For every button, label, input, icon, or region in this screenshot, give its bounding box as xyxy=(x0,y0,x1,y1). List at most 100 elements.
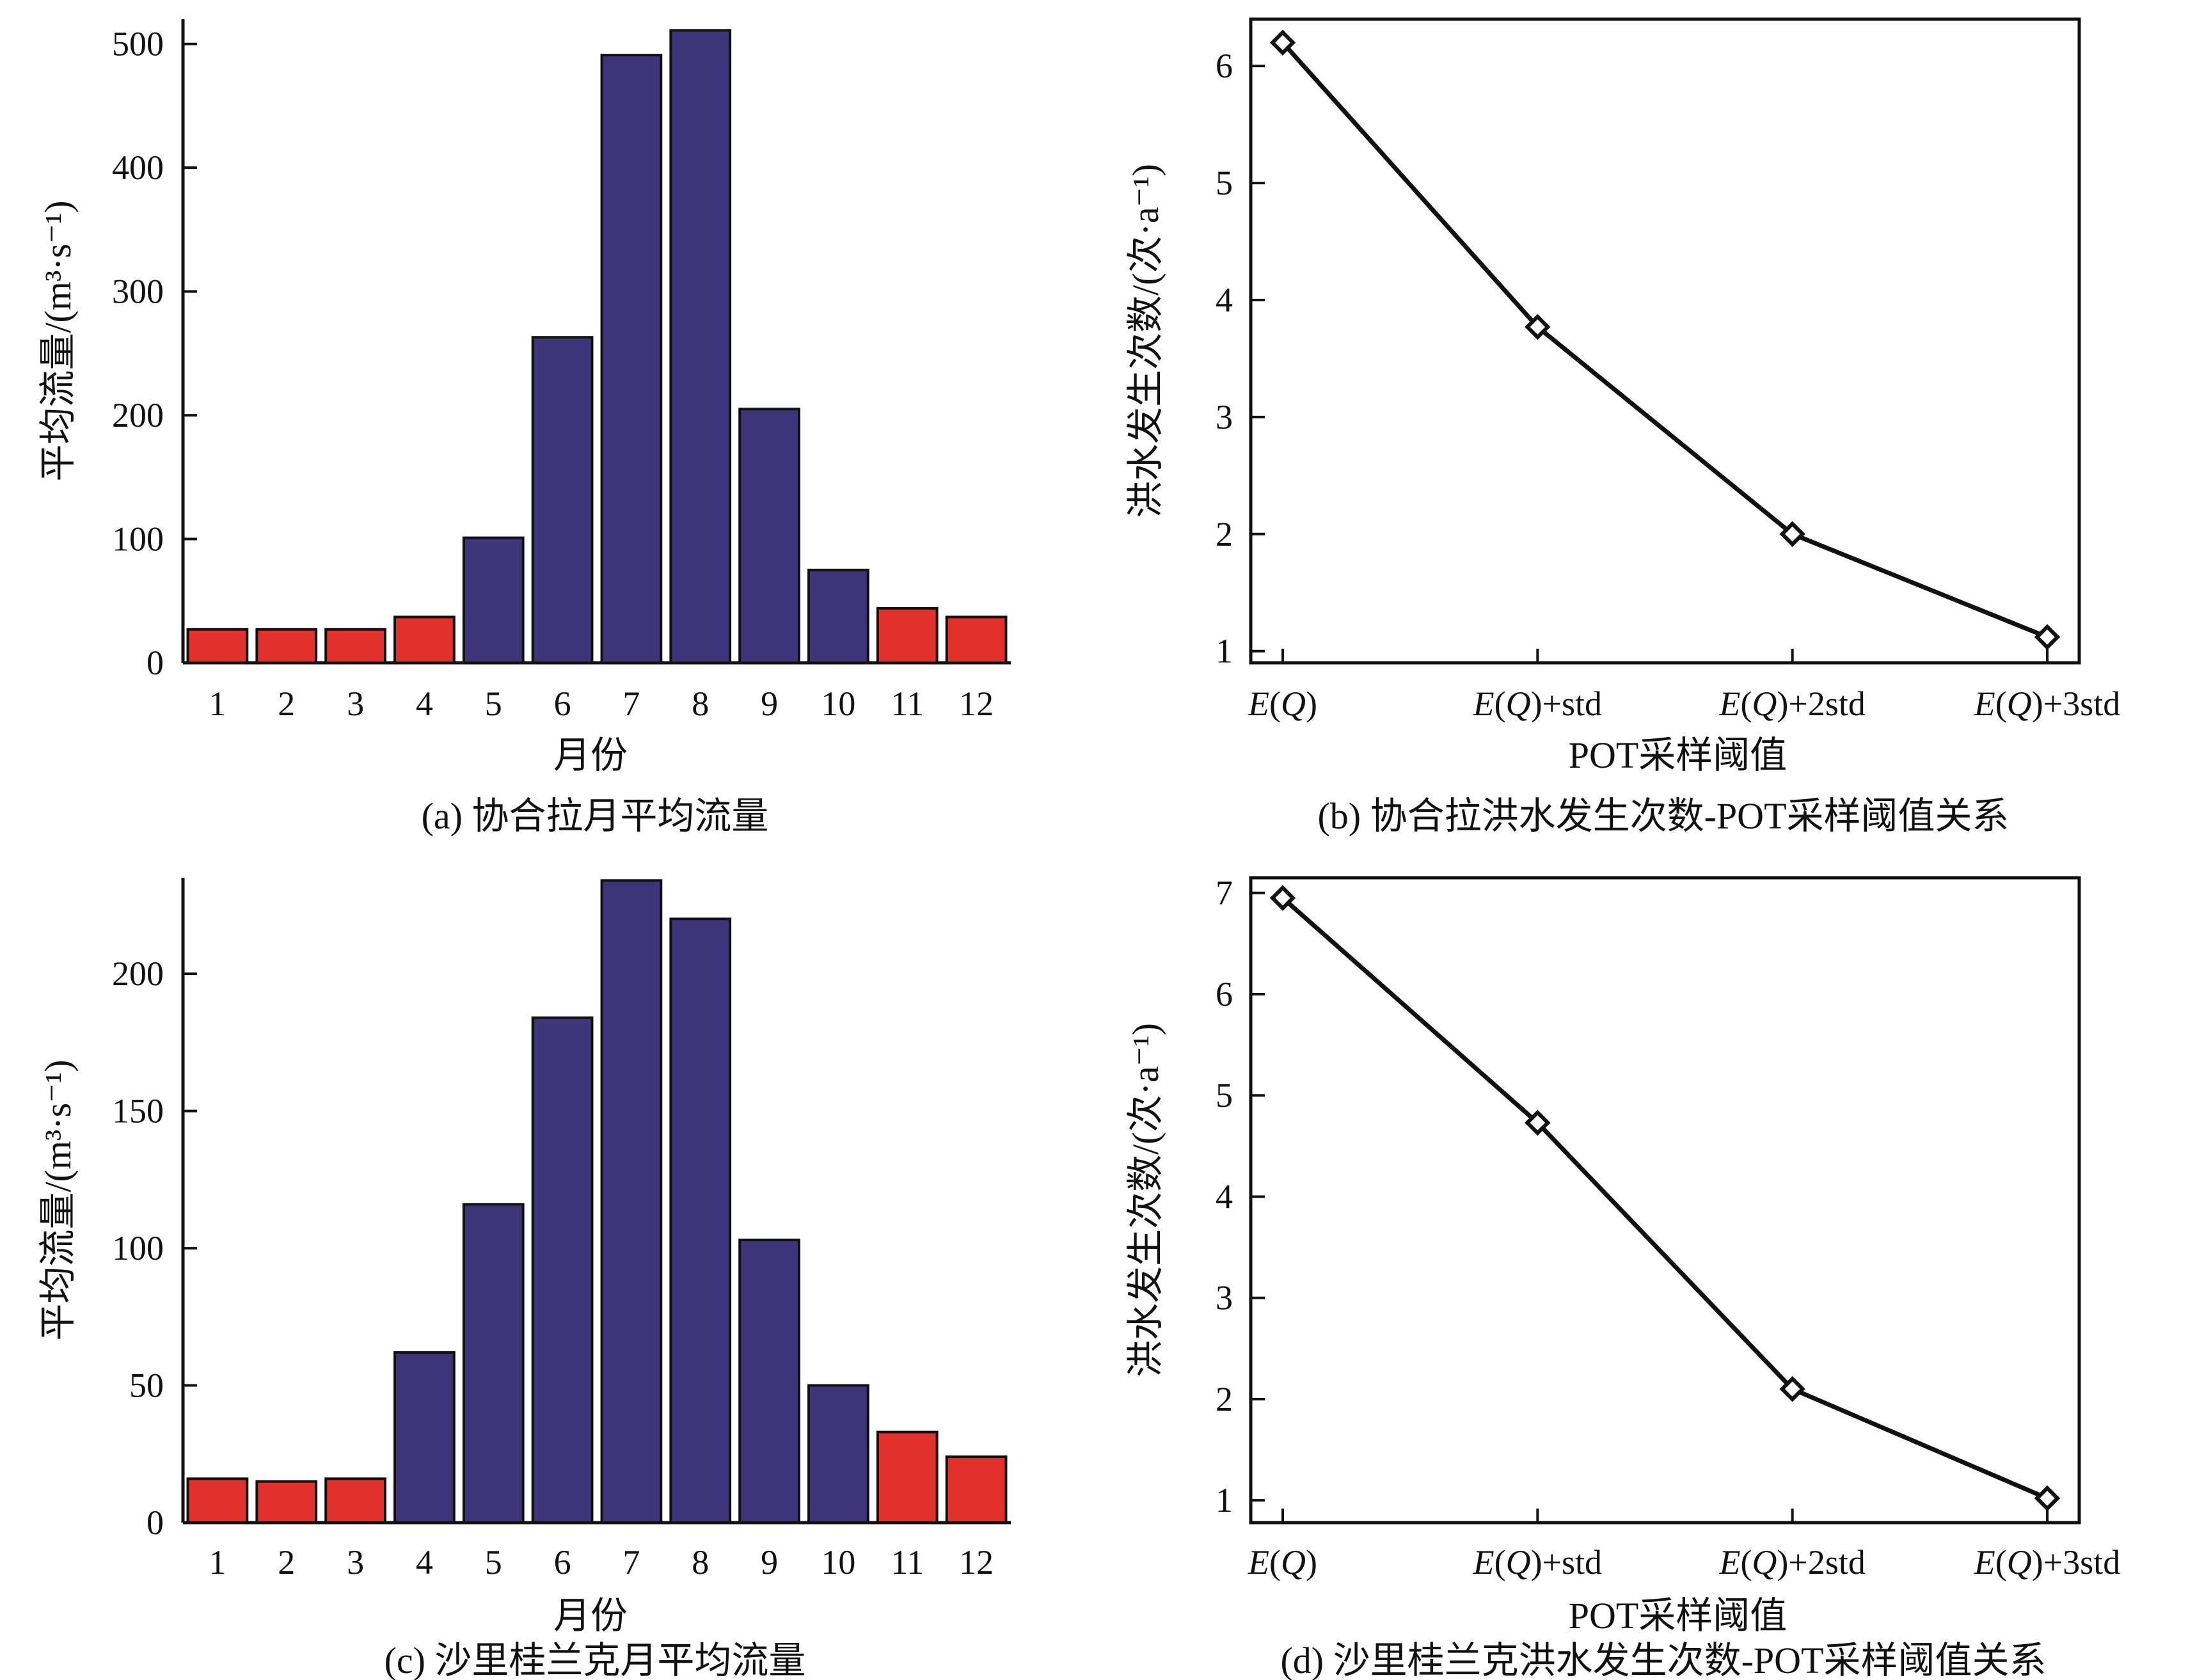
y-tick-label: 2 xyxy=(1216,515,1233,553)
panel-b-flood-count-xiehela: 1 2 3 4 5 6 E(Q) E(Q)+std E(Q)+2std E(Q)+3std POT采… xyxy=(1125,17,2120,837)
y-axis-title: 平均流量/(m³·s⁻¹) xyxy=(37,1059,79,1340)
y-tick-label: 4 xyxy=(1216,281,1233,319)
panel-caption: (a) 协合拉月平均流量 xyxy=(422,795,769,837)
bar-month-11 xyxy=(876,1430,939,1525)
x-axis-title: POT采样阈值 xyxy=(1569,1595,1788,1636)
bar-month-6 xyxy=(531,336,594,664)
x-tick-label: E(Q)+std xyxy=(1473,685,1602,723)
bar-month-9 xyxy=(738,408,800,665)
data-point-marker xyxy=(1779,521,1805,548)
x-tick-label: E(Q) xyxy=(1248,685,1317,723)
x-tick-label: 6 xyxy=(554,685,571,723)
y-tick-label: 0 xyxy=(147,644,164,682)
x-axis-title: 月份 xyxy=(553,1595,628,1636)
series-line xyxy=(1281,41,2049,640)
x-tick-label: 8 xyxy=(692,1543,709,1581)
data-point-marker xyxy=(1779,1375,1805,1402)
x-tick-label: 5 xyxy=(485,685,502,723)
x-tick-label: E(Q)+3std xyxy=(1974,1543,2120,1581)
y-tick-label: 6 xyxy=(1216,975,1233,1013)
x-tick-label: 4 xyxy=(416,1543,433,1581)
y-tick-label: 4 xyxy=(1216,1177,1233,1216)
x-tick-label: 9 xyxy=(761,1543,778,1581)
bar-month-6 xyxy=(531,1016,594,1524)
x-tick-label: E(Q) xyxy=(1248,1543,1317,1581)
data-point-marker xyxy=(1269,29,1296,56)
y-axis-title: 平均流量/(m³·s⁻¹) xyxy=(37,200,79,481)
panel-d-flood-count-shaliguilanke: 1 2 3 4 5 6 7 E(Q) E(Q)+std E(Q)+2std E(Q)+3std POT… xyxy=(1125,874,2120,1680)
x-tick-label: 10 xyxy=(821,685,855,723)
y-tick-label: 7 xyxy=(1216,874,1233,912)
bar-month-3 xyxy=(324,628,386,664)
y-tick-label: 400 xyxy=(112,148,164,187)
plot-frame xyxy=(1249,876,2081,1525)
x-tick-label: 1 xyxy=(209,1543,226,1581)
y-tick-label: 100 xyxy=(112,1229,164,1267)
y-tick-label: 0 xyxy=(147,1503,164,1542)
x-tick-label: 4 xyxy=(416,685,433,723)
x-axis-title: POT采样阈值 xyxy=(1569,734,1788,776)
y-tick-label: 5 xyxy=(1216,164,1233,202)
y-tick-label: 1 xyxy=(1216,632,1233,670)
x-tick-label: 3 xyxy=(347,1543,364,1581)
y-axis-title: 洪水发生次数/(次·a⁻¹) xyxy=(1125,1023,1166,1377)
y-tick-label: 500 xyxy=(112,25,164,63)
y-tick-label: 200 xyxy=(112,396,164,434)
bar-month-12 xyxy=(945,1455,1008,1525)
x-tick-label: 6 xyxy=(554,1543,571,1581)
bar-month-2 xyxy=(255,628,318,664)
y-tick-label: 1 xyxy=(1216,1481,1233,1519)
bar-month-8 xyxy=(669,917,732,1524)
bar-month-3 xyxy=(324,1477,386,1524)
bar-month-10 xyxy=(807,568,869,665)
x-tick-label: 10 xyxy=(821,1543,855,1581)
bar-month-1 xyxy=(186,1477,249,1524)
y-tick-label: 5 xyxy=(1216,1076,1233,1114)
data-point-marker xyxy=(2034,624,2061,651)
data-point-marker xyxy=(1525,313,1551,340)
x-axis-title: 月份 xyxy=(553,734,628,776)
y-tick-label: 300 xyxy=(112,273,164,311)
bar-month-11 xyxy=(876,606,939,665)
y-tick-label: 150 xyxy=(112,1092,164,1130)
x-tick-label: 12 xyxy=(959,685,994,723)
bar-month-4 xyxy=(393,1351,456,1524)
x-tick-label: 3 xyxy=(347,685,364,723)
bar-month-9 xyxy=(738,1239,800,1525)
y-tick-label: 200 xyxy=(112,955,164,993)
panel-caption: (d) 沙里桂兰克洪水发生次数-POT采样阈值关系 xyxy=(1280,1640,2046,1680)
bar-month-1 xyxy=(186,628,249,664)
data-point-marker xyxy=(1269,885,1296,911)
bar-month-8 xyxy=(669,29,732,664)
bar-month-4 xyxy=(393,615,456,665)
x-tick-label: 11 xyxy=(891,685,924,723)
x-tick-label: 2 xyxy=(278,685,295,723)
x-tick-label: 2 xyxy=(278,1543,295,1581)
x-tick-label: E(Q)+std xyxy=(1473,1543,1602,1581)
y-axis-title: 洪水发生次数/(次·a⁻¹) xyxy=(1125,164,1166,518)
bar-month-10 xyxy=(807,1384,869,1525)
plot-frame xyxy=(1249,17,2081,665)
bar-month-5 xyxy=(462,536,525,664)
x-tick-label: 12 xyxy=(959,1543,994,1581)
data-point-marker xyxy=(2034,1485,2061,1512)
y-tick-label: 100 xyxy=(112,520,164,559)
x-tick-label: E(Q)+2std xyxy=(1718,1543,1865,1581)
x-tick-label: 8 xyxy=(692,685,709,723)
y-tick-label: 2 xyxy=(1216,1380,1233,1418)
panel-caption: (b) 协合拉洪水发生次数-POT采样阈值关系 xyxy=(1317,795,2009,837)
x-tick-label: 7 xyxy=(622,685,640,723)
x-tick-label: E(Q)+2std xyxy=(1718,685,1865,723)
x-tick-label: 9 xyxy=(761,685,778,723)
bar-month-7 xyxy=(600,879,663,1524)
x-tick-label: E(Q)+3std xyxy=(1974,685,2120,723)
y-tick-label: 3 xyxy=(1216,398,1233,436)
bar-month-2 xyxy=(255,1480,318,1525)
x-tick-label: 7 xyxy=(622,1543,640,1581)
y-tick-label: 50 xyxy=(129,1367,164,1405)
y-tick-label: 3 xyxy=(1216,1279,1233,1317)
series-line xyxy=(1281,896,2049,1501)
